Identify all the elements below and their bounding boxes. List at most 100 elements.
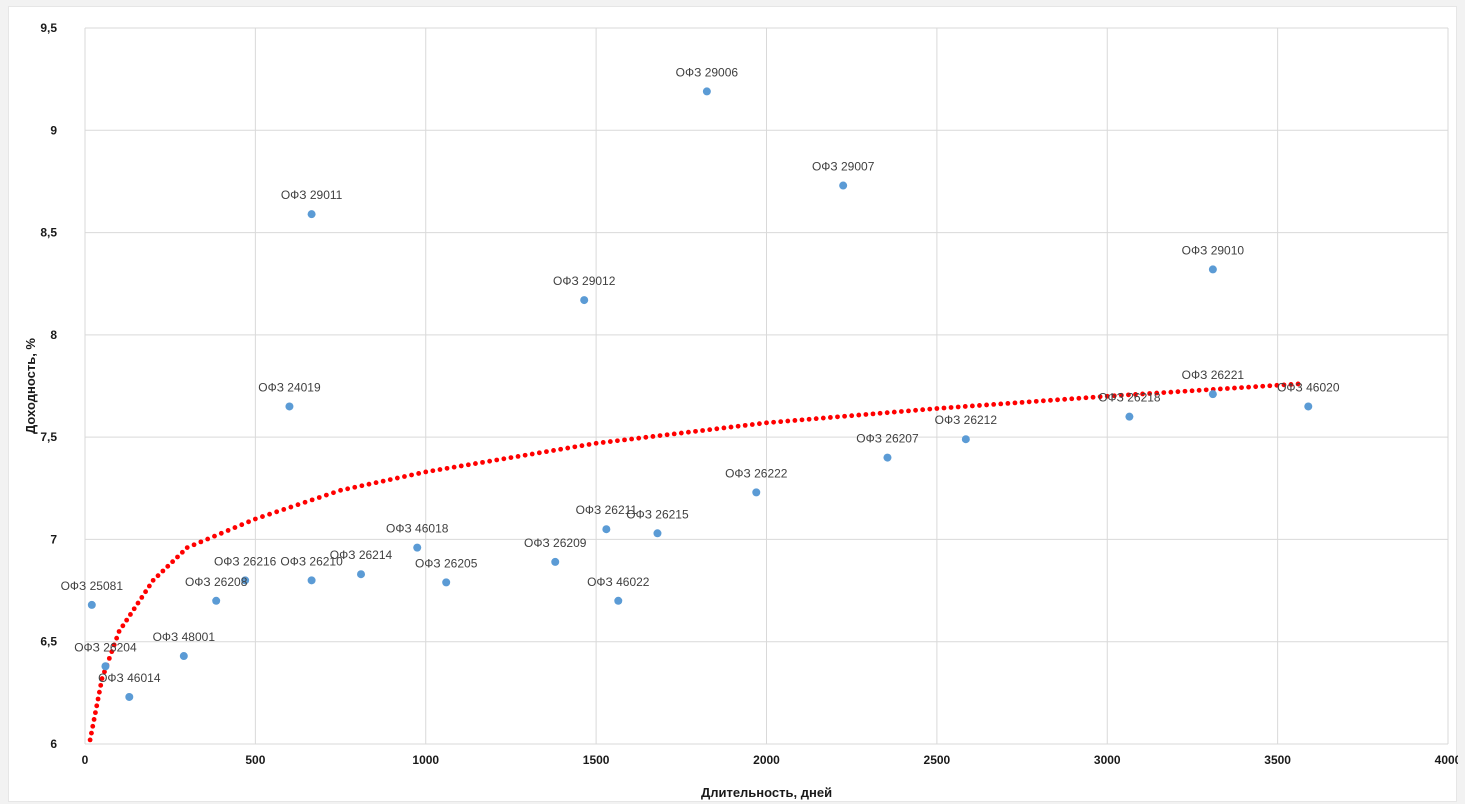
data-point [1208,390,1217,399]
trend-dot [191,542,197,548]
trend-dot [728,424,734,430]
trend-dot [941,405,947,411]
data-point [179,652,188,661]
x-tick-label: 1000 [412,753,439,767]
y-tick-label: 6,5 [40,635,57,649]
data-label: ОФЗ 48001 [153,630,216,644]
trend-dot [721,425,727,431]
trend-dot [1196,387,1202,393]
trend-dot [338,487,343,493]
trend-dot [813,416,819,422]
trend-dot [288,504,294,510]
trend-dot [267,511,272,517]
trend-dot [863,412,869,417]
trend-dot [116,629,122,634]
trend-dot [366,481,372,487]
data-point [125,692,134,701]
x-tick-label: 2500 [924,753,951,767]
trend-dot [1246,384,1251,390]
trend-dot [473,461,478,466]
trend-dot [1097,394,1103,400]
trend-dot [579,443,585,449]
data-point [307,576,316,585]
trend-dot [1126,392,1131,398]
trend-dot [114,635,120,641]
y-tick-label: 9,5 [40,21,57,35]
trend-dot [1260,383,1266,389]
data-point [839,181,848,190]
data-point [1125,412,1134,421]
trend-dot [155,573,161,579]
trend-dot [1090,394,1096,400]
trend-dot [927,406,933,412]
trend-dot [1133,392,1138,397]
data-label: ОФЗ 26209 [524,536,587,550]
trend-dot [98,682,104,688]
trend-dot [1069,396,1075,402]
trend-dot [316,495,322,500]
x-tick-label: 500 [245,753,265,767]
trend-dot [1111,393,1117,399]
trend-dot [331,490,336,496]
trend-dot [295,502,301,508]
trend-dot [607,439,613,444]
data-point [357,570,366,579]
data-point [307,210,316,219]
data-label: ОФЗ 46018 [386,522,449,536]
trend-dot [451,464,457,470]
trend-dot [1033,398,1039,404]
trend-dot [143,589,148,595]
data-point [212,596,221,605]
trend-dot [1147,391,1153,396]
trend-dot [160,568,166,574]
y-tick-label: 7,5 [40,430,57,444]
data-point [580,296,589,305]
data-label: ОФЗ 24019 [258,380,321,394]
trend-dot [998,401,1004,407]
data-label: ОФЗ 26211 [576,503,638,517]
data-point [285,402,294,411]
trend-dot [102,669,107,675]
trend-dot [205,536,211,542]
trend-dot [246,519,251,525]
trend-dot [898,409,904,414]
trend-dot [906,408,911,414]
trend-dot [91,717,97,722]
trend-dot [480,459,485,465]
data-label: ОФЗ 26204 [74,640,137,654]
trend-dot [764,420,769,426]
chart-frame: ОФЗ 25081 ОФЗ 26204 ОФЗ 46014 ОФЗ 48001 ОФЗ … [8,6,1458,802]
trend-dot [827,415,833,420]
trend-dot [1288,382,1294,387]
trend-dot [106,655,112,661]
x-tick-label: 0 [82,753,89,767]
trend-dot [969,403,975,409]
trend-dot [551,448,556,453]
trend-dot [135,600,141,606]
trend-dot [380,478,386,484]
trend-dot [1224,386,1230,391]
data-point [702,87,711,96]
trend-dot [1295,381,1301,387]
trend-dot [686,429,691,435]
trend-dot [359,483,365,489]
trend-dot [664,432,670,438]
data-point [442,578,451,587]
data-label: ОФЗ 29006 [676,65,739,79]
trend-dot [1217,386,1223,392]
trend-dot [1040,398,1046,404]
trendline [87,381,1301,743]
trend-dot [593,440,599,446]
trend-dot [877,410,883,416]
data-label: ОФЗ 26214 [330,548,393,562]
trend-dot [735,423,741,429]
data-point [653,529,662,538]
trend-dot [785,418,791,424]
trend-dot [90,723,96,729]
trend-dot [849,413,855,419]
trend-dot [742,422,748,428]
trend-dot [1154,390,1160,396]
data-point [883,453,892,462]
x-tick-label: 3000 [1094,753,1121,767]
y-tick-label: 7 [50,532,57,546]
